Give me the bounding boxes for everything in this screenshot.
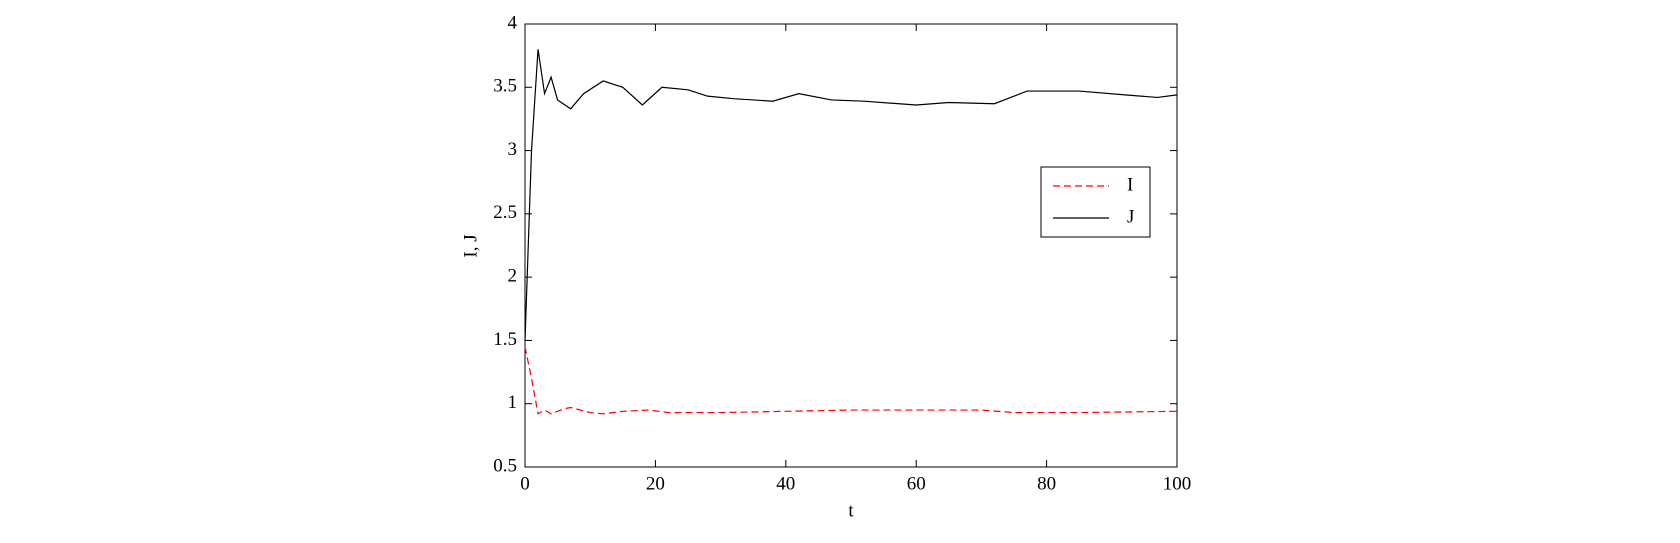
plot-area bbox=[524, 23, 1178, 468]
y-axis-label: I, J bbox=[460, 234, 481, 257]
y-tick-label: 0.5 bbox=[493, 455, 517, 476]
y-tick-label: 1 bbox=[508, 392, 518, 413]
legend-box bbox=[1040, 166, 1151, 238]
y-tick-label: 3 bbox=[508, 139, 518, 160]
y-tick-label: 1.5 bbox=[493, 329, 517, 350]
x-tick-label: 80 bbox=[1037, 473, 1056, 494]
x-tick-label: 0 bbox=[520, 473, 530, 494]
y-tick-label: 3.5 bbox=[493, 76, 517, 97]
line-series bbox=[524, 346, 1178, 415]
x-tick-label: 60 bbox=[907, 473, 926, 494]
legend-label: I bbox=[1127, 174, 1133, 195]
x-tick-label: 40 bbox=[776, 473, 795, 494]
legend-label: J bbox=[1127, 206, 1134, 227]
y-tick-label: 2.5 bbox=[493, 202, 517, 223]
x-tick-label: 100 bbox=[1163, 473, 1192, 494]
y-tick-label: 2 bbox=[508, 266, 518, 287]
y-tick-label: 4 bbox=[508, 12, 518, 33]
x-tick-label: 20 bbox=[646, 473, 665, 494]
line-series bbox=[524, 49, 1178, 341]
x-axis-label: t bbox=[848, 500, 854, 521]
